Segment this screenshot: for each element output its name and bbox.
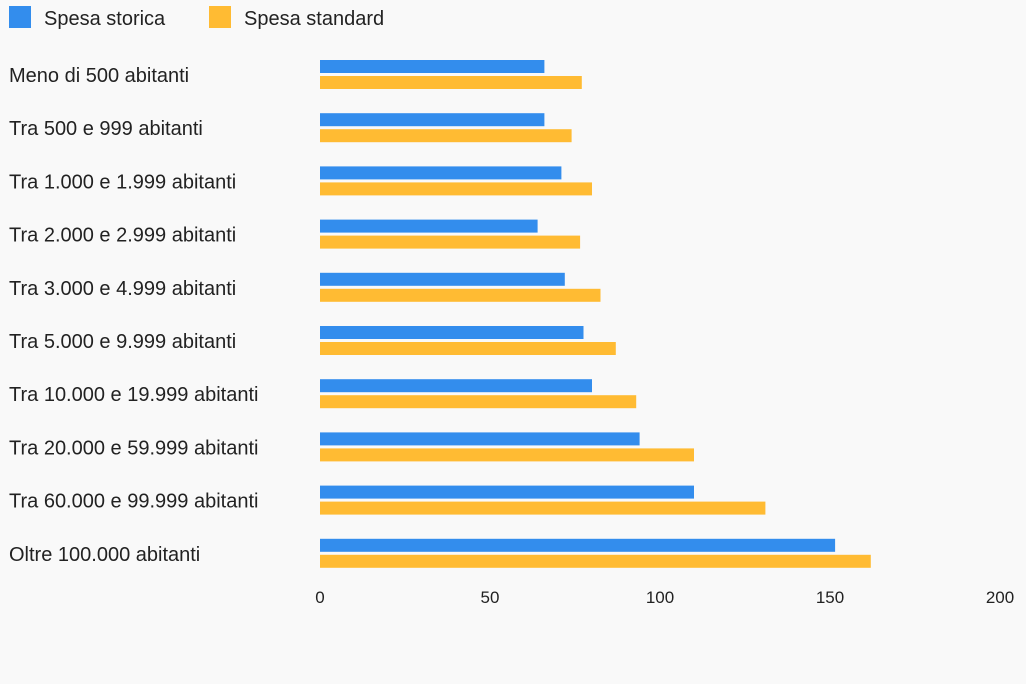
bar-spesa-standard xyxy=(320,288,601,302)
bar-spesa-standard xyxy=(320,554,871,568)
legend-swatch-spesa-standard xyxy=(209,6,231,28)
bar-spesa-storica xyxy=(320,432,640,446)
bar-spesa-standard xyxy=(320,448,694,462)
x-tick-label: 100 xyxy=(646,588,674,607)
bar-spesa-storica xyxy=(320,538,836,552)
category-label: Tra 500 e 999 abitanti xyxy=(9,118,203,140)
bar-spesa-standard xyxy=(320,76,582,89)
bar-spesa-standard xyxy=(320,342,616,355)
legend-label-spesa-standard: Spesa standard xyxy=(244,8,384,30)
x-tick-label: 150 xyxy=(816,588,844,607)
category-label: Oltre 100.000 abitanti xyxy=(9,544,200,566)
x-tick-label: 0 xyxy=(315,588,324,607)
bar-spesa-standard xyxy=(320,235,581,249)
legend: Spesa storica Spesa standard xyxy=(9,6,384,30)
category-label: Tra 3.000 e 4.999 abitanti xyxy=(9,278,236,300)
category-label: Tra 5.000 e 9.999 abitanti xyxy=(9,331,236,353)
bar-spesa-storica xyxy=(320,326,584,339)
category-labels: Meno di 500 abitanti Tra 500 e 999 abitan… xyxy=(9,65,258,566)
category-label: Meno di 500 abitanti xyxy=(9,65,189,87)
category-label: Tra 1.000 e 1.999 abitanti xyxy=(9,171,236,193)
legend-swatch-spesa-storica xyxy=(9,6,31,28)
category-label: Tra 60.000 e 99.999 abitanti xyxy=(9,491,258,513)
x-tick-label: 50 xyxy=(481,588,500,607)
category-label: Tra 10.000 e 19.999 abitanti xyxy=(9,384,258,406)
bar-spesa-standard xyxy=(320,182,592,196)
x-tick-label: 200 xyxy=(986,588,1014,607)
bar-spesa-standard xyxy=(320,501,766,515)
bar-spesa-standard xyxy=(320,395,637,409)
bar-spesa-storica xyxy=(320,219,538,233)
x-axis-ticks: 0 50 100 150 200 xyxy=(315,588,1014,607)
category-label: Tra 2.000 e 2.999 abitanti xyxy=(9,225,236,247)
bar-spesa-storica xyxy=(320,166,562,180)
bar-spesa-storica xyxy=(320,379,592,393)
legend-label-spesa-storica: Spesa storica xyxy=(44,8,166,30)
bar-spesa-storica xyxy=(320,60,545,73)
bars xyxy=(320,60,871,568)
bar-spesa-storica xyxy=(320,113,545,127)
bar-spesa-standard xyxy=(320,129,572,143)
bar-spesa-storica xyxy=(320,272,565,286)
bar-spesa-storica xyxy=(320,485,694,499)
category-label: Tra 20.000 e 59.999 abitanti xyxy=(9,437,258,459)
